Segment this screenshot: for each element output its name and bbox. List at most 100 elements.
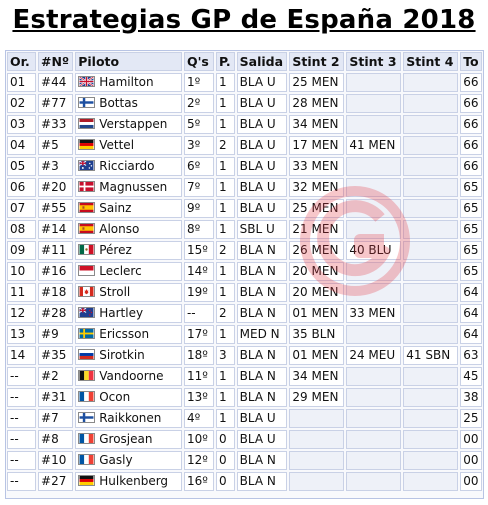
stint-2-cell	[289, 472, 345, 491]
monaco-flag-icon	[78, 265, 96, 276]
page-title: Estrategias GP de España 2018	[12, 5, 476, 35]
table-row: -- #8 Grosjean 10º 0 BLA U 00	[7, 430, 482, 449]
total-cell: 00	[460, 472, 482, 491]
stint-3-cell	[346, 367, 402, 386]
finland-flag-icon	[78, 97, 96, 108]
stint-4-cell	[403, 178, 459, 197]
driver-name: Bottas	[99, 96, 138, 110]
driver-cell: Magnussen	[75, 178, 182, 197]
stint-2-cell: 25 MEN	[289, 73, 345, 92]
col-header-stint-2: Stint 2	[289, 52, 345, 71]
start-cell: BLA U	[236, 199, 288, 218]
pits-cell: 1	[216, 283, 235, 302]
pits-cell: 1	[216, 73, 235, 92]
stint-2-cell: 29 MEN	[289, 388, 345, 407]
stint-3-cell	[346, 115, 402, 134]
stint-2-cell: 28 MEN	[289, 94, 345, 113]
driver-name: Vettel	[99, 138, 135, 152]
belgium-flag-icon	[78, 370, 96, 381]
pits-cell: 3	[216, 346, 235, 365]
col-header-start: Salida	[236, 52, 288, 71]
total-cell: 64	[460, 283, 482, 302]
stint-3-cell: 33 MEN	[346, 304, 402, 323]
total-cell: 38	[460, 388, 482, 407]
total-cell: 65	[460, 220, 482, 239]
uk-flag-icon	[78, 76, 96, 87]
france-flag-icon	[78, 433, 96, 444]
spain-flag-icon	[78, 202, 96, 213]
start-cell: BLA N	[236, 388, 288, 407]
driver-cell: Vandoorne	[75, 367, 182, 386]
stint-3-cell	[346, 409, 402, 428]
germany-flag-icon	[78, 139, 96, 150]
stint-4-cell	[403, 241, 459, 260]
pits-cell: 1	[216, 325, 235, 344]
stint-3-cell	[346, 94, 402, 113]
stint-4-cell	[403, 430, 459, 449]
australia-flag-icon	[78, 160, 96, 171]
number-cell: #33	[38, 115, 74, 134]
col-header-stint-4: Stint 4	[403, 52, 459, 71]
pits-cell: 1	[216, 115, 235, 134]
driver-cell: Vettel	[75, 136, 182, 155]
driver-cell: Hulkenberg	[75, 472, 182, 491]
stint-2-cell: 20 MEN	[289, 262, 345, 281]
number-cell: #16	[38, 262, 74, 281]
table-row: 14 #35 Sirotkin 18º 3 BLA N 01 MEN 24 MEU 41 SBN…	[7, 346, 482, 365]
qualifying-cell: 11º	[183, 367, 215, 386]
stint-2-cell: 21 MEN	[289, 220, 345, 239]
driver-name: Alonso	[99, 222, 140, 236]
denmark-flag-icon	[78, 181, 96, 192]
driver-name: Leclerc	[99, 264, 142, 278]
total-cell: 65	[460, 241, 482, 260]
table-row: -- #31 Ocon 13º 1 BLA N 29 MEN 38	[7, 388, 482, 407]
number-cell: #5	[38, 136, 74, 155]
driver-name: Hamilton	[99, 75, 154, 89]
number-cell: #9	[38, 325, 74, 344]
table-row: 05 #3 Ricciardo 6º 1 BLA U 33 MEN 66	[7, 157, 482, 176]
stint-4-cell	[403, 388, 459, 407]
stint-2-cell: 25 MEN	[289, 199, 345, 218]
stint-4-cell	[403, 451, 459, 470]
number-cell: #7	[38, 409, 74, 428]
table-row: 03 #33 Verstappen 5º 1 BLA U 34 MEN 66	[7, 115, 482, 134]
total-cell: 64	[460, 304, 482, 323]
stint-2-cell: 01 MEN	[289, 304, 345, 323]
stint-4-cell	[403, 115, 459, 134]
stint-2-cell: 35 BLN	[289, 325, 345, 344]
order-cell: 07	[7, 199, 37, 218]
driver-cell: Hamilton	[75, 73, 182, 92]
driver-cell: Sainz	[75, 199, 182, 218]
pits-cell: 1	[216, 157, 235, 176]
stint-4-cell	[403, 94, 459, 113]
stint-4-cell	[403, 262, 459, 281]
start-cell: BLA U	[236, 178, 288, 197]
number-cell: #31	[38, 388, 74, 407]
stint-2-cell: 26 MEN	[289, 241, 345, 260]
start-cell: BLA N	[236, 472, 288, 491]
stint-3-cell	[346, 388, 402, 407]
strategy-table-container: Or. #Nº Piloto Q's P. Salida Stint 2 Sti…	[5, 50, 484, 499]
number-cell: #55	[38, 199, 74, 218]
start-cell: BLA N	[236, 367, 288, 386]
stint-2-cell	[289, 451, 345, 470]
driver-name: Grosjean	[99, 432, 153, 446]
pits-cell: 1	[216, 367, 235, 386]
stint-4-cell	[403, 136, 459, 155]
total-cell: 65	[460, 262, 482, 281]
number-cell: #14	[38, 220, 74, 239]
number-cell: #20	[38, 178, 74, 197]
driver-cell: Bottas	[75, 94, 182, 113]
qualifying-cell: 7º	[183, 178, 215, 197]
number-cell: #27	[38, 472, 74, 491]
order-cell: --	[7, 430, 37, 449]
driver-name: Magnussen	[99, 180, 168, 194]
table-row: -- #27 Hulkenberg 16º 0 BLA N 00	[7, 472, 482, 491]
driver-cell: Ericsson	[75, 325, 182, 344]
start-cell: BLA U	[236, 136, 288, 155]
start-cell: MED N	[236, 325, 288, 344]
total-cell: 66	[460, 115, 482, 134]
start-cell: BLA U	[236, 430, 288, 449]
stint-3-cell	[346, 73, 402, 92]
order-cell: 13	[7, 325, 37, 344]
